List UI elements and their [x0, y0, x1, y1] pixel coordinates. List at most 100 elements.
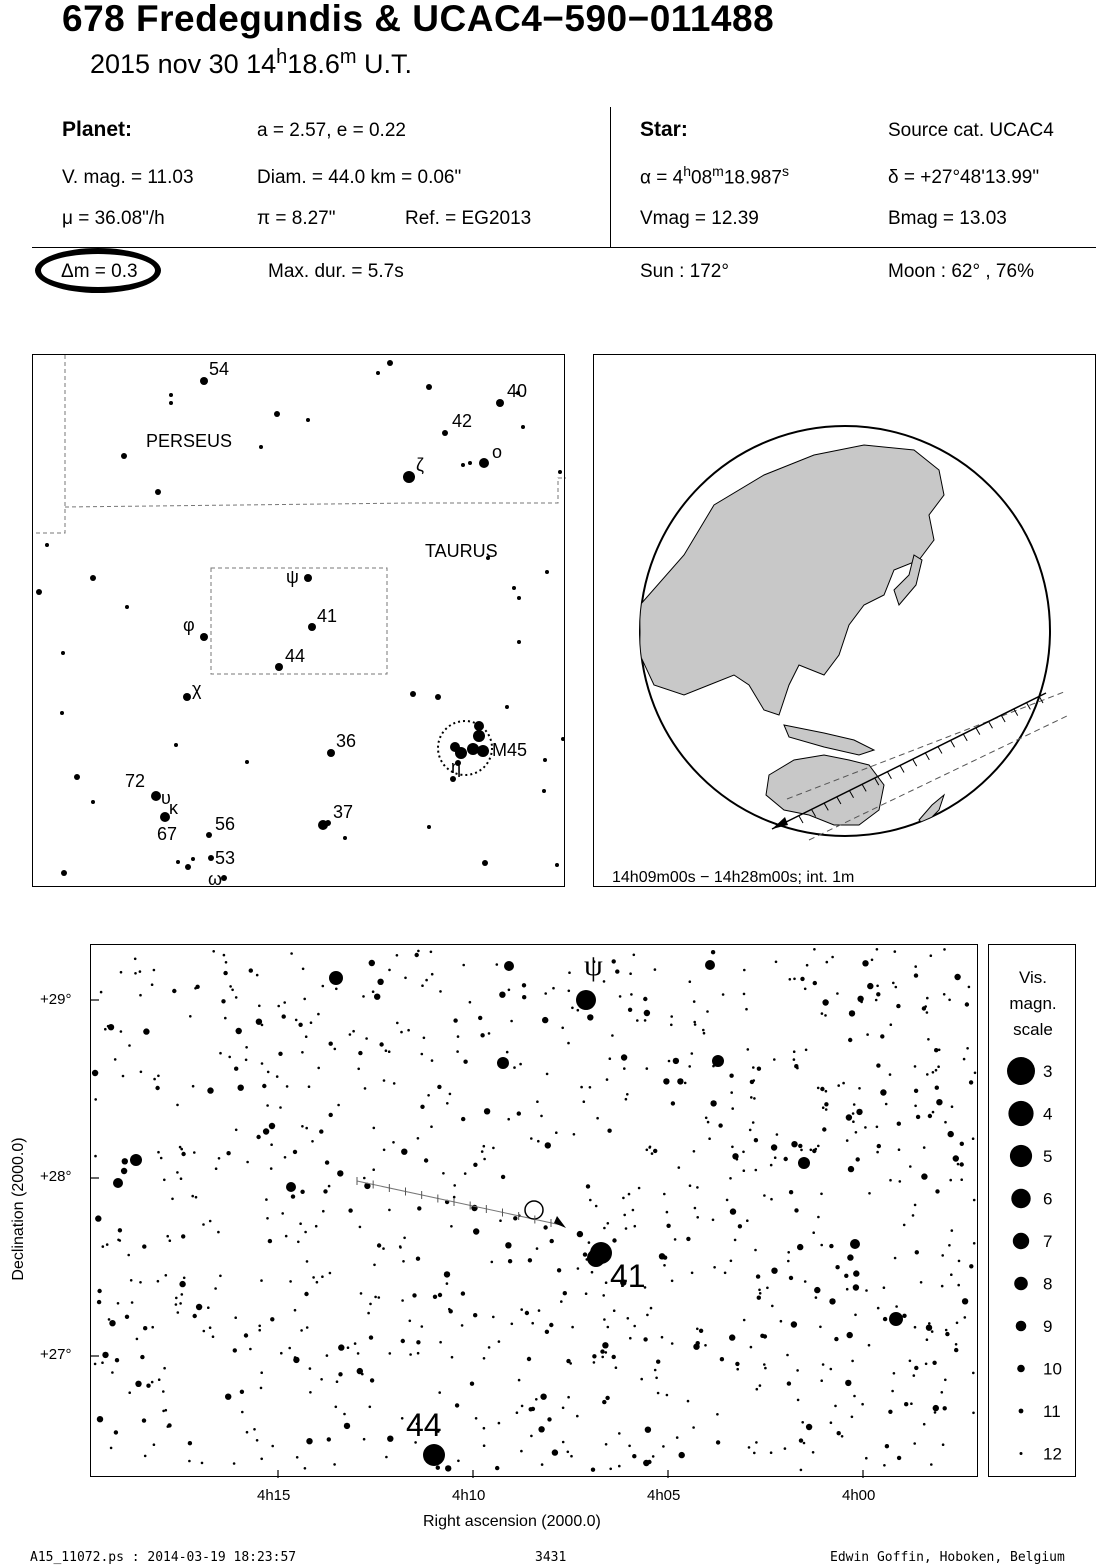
globe-svg: 14h09m00s − 14h28m00s; int. 1m [612, 425, 1070, 886]
field-star [611, 1034, 614, 1037]
field-star [608, 1057, 612, 1060]
field-star [686, 1236, 691, 1242]
field-star [439, 990, 442, 993]
planet-diameter: Diam. = 44.0 km = 0.06" [257, 167, 462, 188]
field-star [487, 1032, 491, 1035]
field-star [805, 1423, 813, 1431]
field-star [618, 1464, 621, 1468]
field-star [862, 960, 869, 967]
field-star [919, 1281, 923, 1284]
field-star [365, 1037, 368, 1040]
field-star [576, 1008, 580, 1012]
finder-star [473, 730, 485, 742]
field-star [866, 1033, 869, 1036]
field-star [972, 1198, 976, 1202]
field-star [133, 957, 137, 961]
field-star [670, 1279, 674, 1283]
field-star [858, 1087, 861, 1090]
field-star [372, 1168, 376, 1171]
field-star [752, 1066, 755, 1069]
field-star [387, 1435, 394, 1442]
field-star [290, 952, 293, 955]
field-star [140, 1354, 145, 1360]
field-star [667, 1059, 671, 1063]
field-star [688, 1184, 692, 1187]
field-star [469, 1381, 475, 1386]
field-star [567, 1395, 570, 1399]
finder-star [486, 556, 490, 560]
field-star [510, 1322, 514, 1326]
finder-star [185, 864, 191, 870]
field-star [773, 1156, 777, 1159]
finder-star [151, 791, 161, 801]
legend-dot-mag-6 [1011, 1188, 1031, 1209]
bright-star [850, 1239, 860, 1249]
field-star [914, 1104, 917, 1108]
field-star [305, 1126, 308, 1130]
field-star [948, 998, 951, 1002]
field-star [124, 1314, 130, 1319]
field-star [633, 1224, 637, 1228]
field-star [239, 1389, 245, 1394]
field-star [432, 1294, 438, 1299]
field-star [910, 1402, 913, 1405]
field-star [93, 1362, 97, 1366]
field-star [382, 1247, 385, 1250]
field-star [623, 1213, 626, 1217]
field-star [582, 1252, 588, 1257]
field-star [805, 963, 809, 967]
field-star [949, 1178, 952, 1182]
bright-star [286, 1182, 296, 1192]
dec-tick-28: +28° [40, 1168, 72, 1185]
field-star [710, 950, 716, 955]
finder-label-72: 72 [125, 771, 145, 791]
finder-star [221, 875, 227, 881]
field-star [842, 1081, 845, 1085]
field-star [430, 972, 434, 976]
field-star [208, 1219, 212, 1223]
field-star [954, 1343, 958, 1346]
field-star [245, 1046, 248, 1049]
field-star [753, 1451, 756, 1455]
field-star [368, 1405, 372, 1409]
field-star [561, 1406, 565, 1410]
field-star [367, 1311, 370, 1315]
detail-label-44: 44 [406, 1407, 442, 1443]
field-star [181, 1234, 186, 1239]
field-star [966, 1047, 969, 1050]
field-star [736, 1367, 739, 1371]
field-star [964, 1002, 970, 1007]
globe-path-tick [1000, 714, 1006, 723]
field-star [933, 1411, 937, 1414]
field-star [630, 993, 633, 996]
field-star [129, 1279, 133, 1282]
finder-star [61, 651, 65, 655]
field-star [743, 968, 746, 972]
field-star [683, 1081, 687, 1085]
field-star [235, 1027, 242, 1035]
field-star [831, 955, 834, 959]
globe-path-tick [975, 727, 981, 735]
field-star [894, 985, 898, 989]
field-star [473, 1228, 480, 1235]
field-star [626, 1317, 630, 1320]
finder-star [325, 820, 331, 826]
field-star [507, 988, 511, 992]
field-star [549, 1238, 554, 1244]
finder-star [558, 470, 562, 474]
field-star [626, 1093, 629, 1096]
field-star [290, 1194, 296, 1199]
field-star [927, 1113, 933, 1119]
field-star [913, 1088, 919, 1093]
path-arrowhead [554, 1216, 566, 1228]
field-star [171, 1197, 174, 1201]
field-star [422, 1036, 426, 1040]
field-star [510, 1019, 513, 1023]
field-star [237, 1084, 244, 1091]
field-star [101, 1245, 105, 1248]
field-star [343, 1412, 346, 1416]
globe-path-tick [1013, 708, 1019, 716]
field-star [602, 1294, 605, 1297]
finder-star [545, 570, 549, 574]
field-star [128, 1391, 131, 1394]
